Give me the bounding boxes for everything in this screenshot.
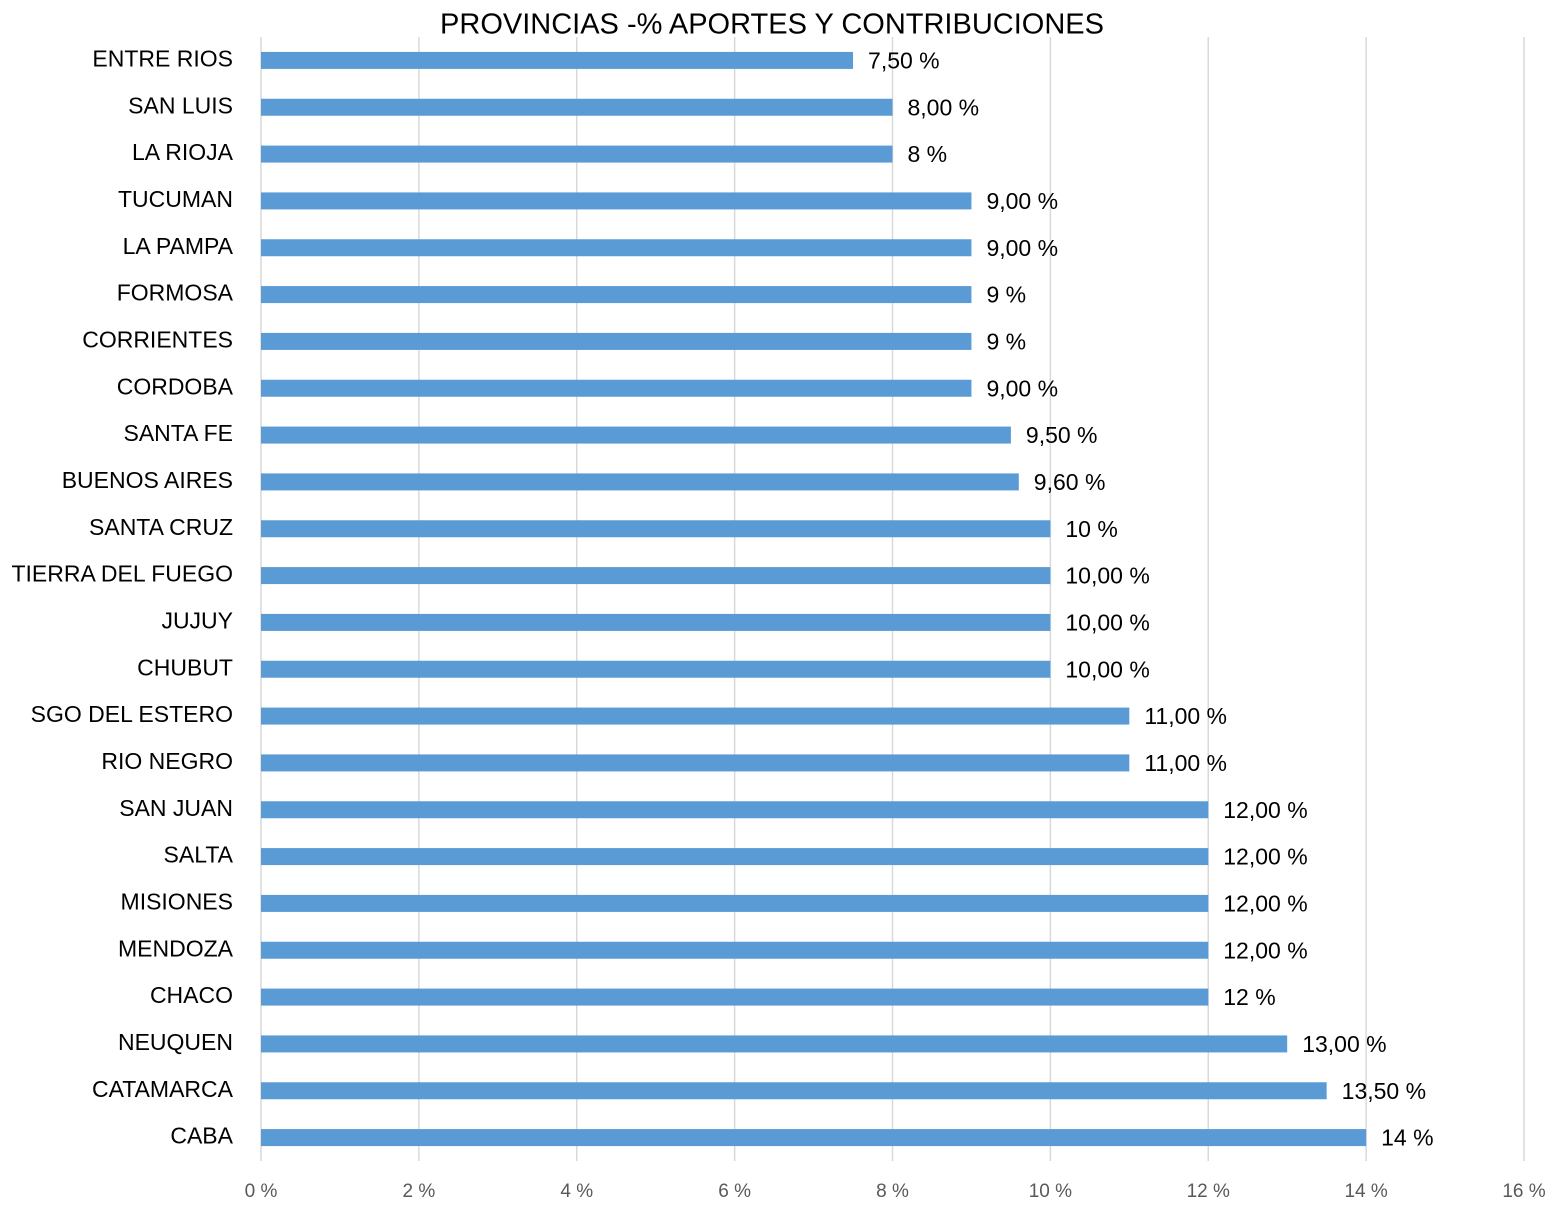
data-label: 8,00 %: [908, 94, 980, 120]
data-label: 14 %: [1381, 1125, 1433, 1151]
data-label: 13,00 %: [1302, 1031, 1386, 1057]
y-tick-label: TUCUMAN: [118, 186, 233, 212]
bar: [261, 426, 1011, 444]
x-tick-label: 14 %: [1344, 1181, 1387, 1202]
bar: [261, 894, 1209, 912]
bar: [261, 754, 1130, 772]
bar: [261, 941, 1209, 959]
y-tick-label: LA RIOJA: [132, 139, 234, 165]
bar: [261, 613, 1051, 631]
x-tick-label: 2 %: [403, 1181, 436, 1202]
data-label: 9,00 %: [986, 235, 1058, 261]
y-tick-label: CHACO: [150, 982, 233, 1008]
x-tick-label: 0 %: [245, 1181, 278, 1202]
y-tick-label: CATAMARCA: [92, 1076, 234, 1102]
y-tick-label: MISIONES: [121, 888, 233, 914]
y-tick-label: SAN LUIS: [128, 92, 233, 118]
bar: [261, 660, 1051, 678]
y-tick-label: SANTA FE: [124, 420, 234, 446]
data-label: 10,00 %: [1065, 609, 1149, 635]
data-label: 7,50 %: [868, 47, 940, 73]
data-label: 8 %: [908, 141, 948, 167]
y-tick-label: BUENOS AIRES: [62, 467, 233, 493]
y-tick-label: CHUBUT: [137, 654, 233, 680]
data-label: 9,00 %: [986, 375, 1058, 401]
data-label: 12,00 %: [1223, 844, 1307, 870]
data-label: 9,60 %: [1034, 469, 1106, 495]
bar: [261, 192, 972, 210]
data-label: 9,00 %: [986, 188, 1058, 214]
bar: [261, 520, 1051, 538]
data-label: 12,00 %: [1223, 890, 1307, 916]
data-label: 9 %: [986, 282, 1026, 308]
y-tick-label: MENDOZA: [118, 935, 234, 961]
bar: [261, 379, 972, 397]
bar: [261, 51, 854, 69]
data-label: 10,00 %: [1065, 656, 1149, 682]
bar: [261, 98, 893, 116]
bar: [261, 567, 1051, 585]
data-label: 11,00 %: [1144, 750, 1227, 776]
x-tick-label: 10 %: [1029, 1181, 1072, 1202]
x-tick-label: 4 %: [560, 1181, 593, 1202]
data-label: 12,00 %: [1223, 797, 1307, 823]
bar: [261, 1082, 1327, 1100]
y-tick-label: LA PAMPA: [123, 233, 234, 259]
x-tick-label: 8 %: [876, 1181, 909, 1202]
bar: [261, 707, 1130, 725]
y-tick-label: ENTRE RIOS: [92, 45, 233, 71]
bar: [261, 848, 1209, 866]
y-tick-label: SAN JUAN: [119, 795, 233, 821]
bar: [261, 239, 972, 257]
bar: [261, 1035, 1288, 1053]
y-tick-label: NEUQUEN: [118, 1029, 233, 1055]
bar: [261, 988, 1209, 1006]
bar: [261, 801, 1209, 819]
y-tick-label: CORRIENTES: [82, 326, 233, 352]
data-label: 9,50 %: [1026, 422, 1098, 448]
x-tick-label: 12 %: [1187, 1181, 1230, 1202]
bar: [261, 473, 1019, 491]
bar: [261, 286, 972, 304]
y-tick-label: SALTA: [164, 842, 234, 868]
y-tick-label: CORDOBA: [117, 373, 234, 399]
x-tick-label: 6 %: [718, 1181, 751, 1202]
x-tick-label: 16 %: [1502, 1181, 1545, 1202]
data-label: 9 %: [986, 328, 1026, 354]
y-tick-label: JUJUY: [161, 607, 233, 633]
data-label: 12 %: [1223, 984, 1275, 1010]
data-label: 10 %: [1065, 516, 1117, 542]
y-tick-label: CABA: [170, 1123, 233, 1149]
y-tick-label: SANTA CRUZ: [89, 514, 233, 540]
bar: [261, 1129, 1367, 1147]
data-label: 13,50 %: [1342, 1078, 1426, 1104]
y-tick-label: FORMOSA: [117, 280, 234, 306]
bar: [261, 332, 972, 350]
bar: [261, 145, 893, 163]
y-tick-label: SGO DEL ESTERO: [31, 701, 233, 727]
chart-title: PROVINCIAS -% APORTES Y CONTRIBUCIONES: [440, 9, 1104, 41]
y-tick-label: RIO NEGRO: [101, 748, 233, 774]
y-tick-label: TIERRA DEL FUEGO: [11, 561, 233, 587]
data-label: 10,00 %: [1065, 563, 1149, 589]
data-label: 11,00 %: [1144, 703, 1227, 729]
data-label: 12,00 %: [1223, 937, 1307, 963]
